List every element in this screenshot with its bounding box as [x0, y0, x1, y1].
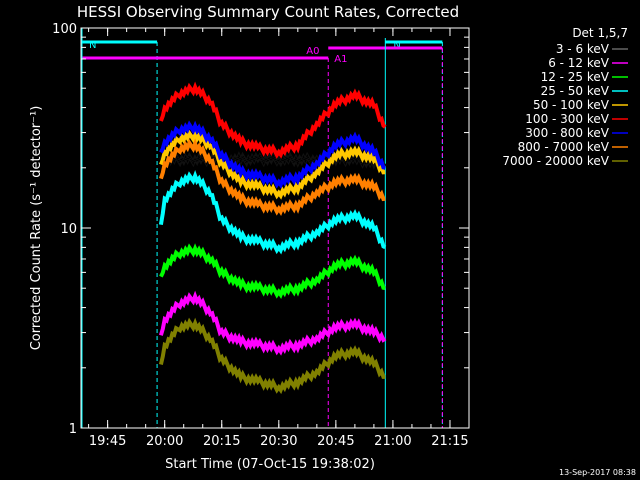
legend-label: 50 - 100 keV — [533, 98, 610, 112]
series-line — [158, 138, 386, 216]
annotation-label: N — [393, 40, 400, 51]
series-layer — [158, 81, 387, 395]
legend-label: 100 - 300 keV — [525, 112, 609, 126]
legend-title: Det 1,5,7 — [572, 26, 628, 40]
annotation-label: N — [89, 40, 96, 51]
chart-title: HESSI Observing Summary Count Rates, Cor… — [77, 3, 459, 21]
annotation-label: A1 — [334, 54, 347, 65]
y-tick-label: 1 — [69, 422, 77, 437]
y-tick-label: 10 — [60, 222, 77, 237]
legend-label: 800 - 7000 keV — [518, 140, 610, 154]
series-line — [158, 169, 387, 255]
series-line — [159, 243, 386, 300]
series-line — [159, 129, 386, 200]
x-tick-label: 21:15 — [431, 434, 468, 449]
annotation-label: A0 — [306, 46, 319, 57]
legend-label: 3 - 6 keV — [556, 42, 610, 56]
footer-timestamp: 13-Sep-2017 08:38 — [559, 468, 636, 477]
x-tick-label: 20:00 — [146, 434, 183, 449]
legend-label: 12 - 25 keV — [541, 70, 610, 84]
tick-layer: 19:45 20:00 20:15 20:30 20:45 21:00 21:15 1 10 10… — [52, 22, 470, 449]
x-axis-label: Start Time (07-Oct-15 19:38:02) — [165, 457, 375, 472]
series-line — [159, 81, 387, 159]
y-axis-label: Corrected Count Rate (s⁻¹ detector⁻¹) — [29, 106, 44, 351]
x-tick-label: 20:45 — [317, 434, 354, 449]
x-tick-label: 19:45 — [89, 434, 126, 449]
series-line — [158, 290, 387, 356]
legend-label: 6 - 12 keV — [548, 56, 610, 70]
x-tick-label: 21:00 — [374, 434, 411, 449]
x-tick-label: 20:15 — [203, 434, 240, 449]
x-tick-label: 20:30 — [260, 434, 297, 449]
series-line — [158, 317, 386, 395]
legend-label: 7000 - 20000 keV — [502, 154, 609, 168]
series-line — [159, 120, 386, 189]
legend-label: 25 - 50 keV — [541, 84, 610, 98]
y-tick-label: 100 — [52, 22, 77, 37]
legend-label: 300 - 800 keV — [525, 126, 609, 140]
series-line-detail — [160, 153, 387, 170]
annotation-layer: N N A0 A1 — [81, 28, 443, 428]
